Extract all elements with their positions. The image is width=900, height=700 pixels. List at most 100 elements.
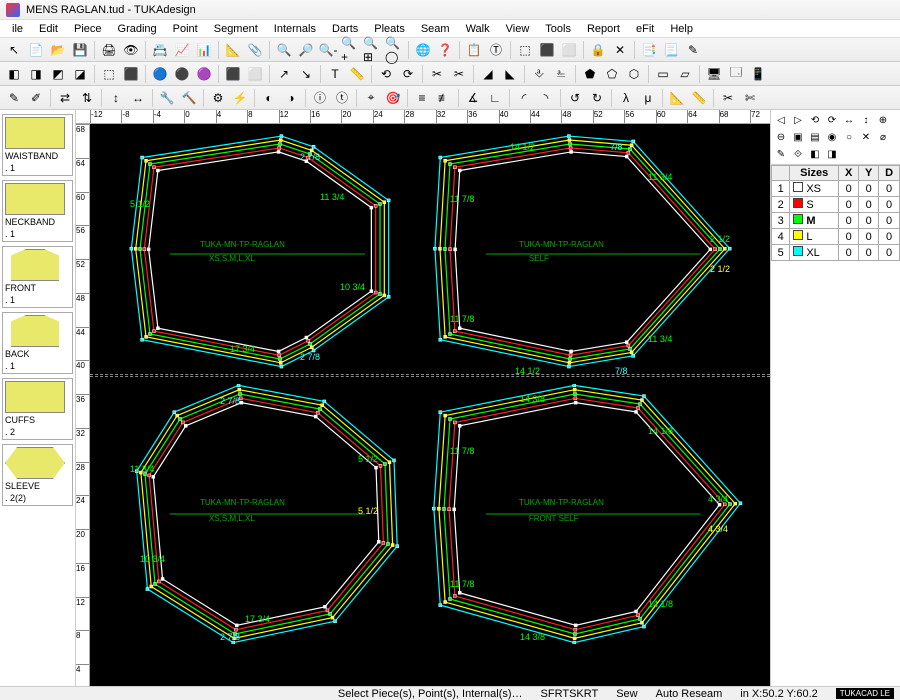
toolbar-button[interactable]: 📐 — [667, 88, 687, 108]
toolbar-button[interactable]: ⬜ — [245, 64, 265, 84]
toolbar-button[interactable]: 🔒 — [588, 40, 608, 60]
toolbar-button[interactable]: ↻ — [587, 88, 607, 108]
grade-tool[interactable]: ▣ — [790, 129, 806, 145]
toolbar-button[interactable]: ⟳ — [398, 64, 418, 84]
toolbar-button[interactable]: ⚫ — [172, 64, 192, 84]
toolbar-button[interactable]: 🖨 — [99, 40, 119, 60]
toolbar-button[interactable]: ⬜ — [559, 40, 579, 60]
toolbar-button[interactable]: ↔ — [128, 88, 148, 108]
menu-grading[interactable]: Grading — [110, 21, 165, 37]
toolbar-button[interactable]: ⌖ — [361, 88, 381, 108]
menu-point[interactable]: Point — [165, 21, 206, 37]
toolbar-button[interactable]: 🔵 — [150, 64, 170, 84]
menu-pleats[interactable]: Pleats — [366, 21, 413, 37]
toolbar-button[interactable]: 📈 — [172, 40, 192, 60]
size-row[interactable]: 3 M000 — [772, 213, 900, 229]
toolbar-button[interactable]: ↕ — [106, 88, 126, 108]
size-row[interactable]: 1 XS000 — [772, 181, 900, 197]
toolbar-button[interactable]: ⬡ — [624, 64, 644, 84]
toolbar-button[interactable]: ↖ — [4, 40, 24, 60]
menu-darts[interactable]: Darts — [324, 21, 366, 37]
toolbar-button[interactable]: ✕ — [610, 40, 630, 60]
grade-tool[interactable]: ◧ — [807, 146, 823, 162]
menu-seam[interactable]: Seam — [413, 21, 458, 37]
grade-tool[interactable]: ⊖ — [773, 129, 789, 145]
toolbar-button[interactable]: 📇 — [150, 40, 170, 60]
toolbar-button[interactable]: ✂ — [449, 64, 469, 84]
grade-tool[interactable]: ⟳ — [824, 112, 840, 128]
toolbar-button[interactable]: ✎ — [4, 88, 24, 108]
menu-segment[interactable]: Segment — [206, 21, 266, 37]
grade-tool[interactable]: ○ — [841, 129, 857, 145]
toolbar-button[interactable]: ◣ — [500, 64, 520, 84]
size-row[interactable]: 5 XL000 — [772, 245, 900, 261]
toolbar-button[interactable]: 🔍+ — [340, 40, 360, 60]
piece-cuffs[interactable]: CUFFS. 2 — [2, 378, 73, 440]
toolbar-button[interactable]: ⬛ — [121, 64, 141, 84]
grade-tool[interactable]: ⟲ — [807, 112, 823, 128]
size-grid[interactable]: SizesXYD1 XS0002 S0003 M0004 L0005 XL000 — [771, 165, 900, 261]
toolbar-button[interactable]: ▱ — [675, 64, 695, 84]
toolbar-button[interactable]: ⟲ — [376, 64, 396, 84]
toolbar-button[interactable]: 🌐 — [413, 40, 433, 60]
toolbar-button[interactable]: ◩ — [48, 64, 68, 84]
piece-neckband[interactable]: NECKBAND. 1 — [2, 180, 73, 242]
toolbar-button[interactable]: 📃 — [661, 40, 681, 60]
toolbar-button[interactable]: ✄ — [740, 88, 760, 108]
toolbar-button[interactable]: ▭ — [653, 64, 673, 84]
toolbar-button[interactable]: ⬚ — [99, 64, 119, 84]
toolbar-button[interactable]: ↗ — [274, 64, 294, 84]
size-row[interactable]: 2 S000 — [772, 197, 900, 213]
toolbar-button[interactable]: 🗔 — [726, 64, 746, 84]
toolbar-button[interactable]: ⬛ — [223, 64, 243, 84]
toolbar-button[interactable]: ⎀ — [529, 64, 549, 84]
toolbar-button[interactable]: 💾 — [70, 40, 90, 60]
toolbar-button[interactable]: ❓ — [435, 40, 455, 60]
pattern-back[interactable]: TUKA-MN-TP-RAGLANXS,S,M,L,XL2 7/85 1/211… — [110, 134, 410, 374]
toolbar-button[interactable]: 📊 — [194, 40, 214, 60]
toolbar-button[interactable]: ⬟ — [580, 64, 600, 84]
menu-report[interactable]: Report — [579, 21, 628, 37]
grade-tool[interactable]: ◁ — [773, 112, 789, 128]
piece-sleeve[interactable]: SLEEVE. 2(2) — [2, 444, 73, 506]
grade-tool[interactable]: ⌀ — [875, 129, 891, 145]
toolbar-button[interactable]: ◑ — [281, 88, 301, 108]
menu-efit[interactable]: eFit — [628, 21, 662, 37]
size-row[interactable]: 4 L000 — [772, 229, 900, 245]
toolbar-button[interactable]: ⬚ — [515, 40, 535, 60]
toolbar-button[interactable]: ◨ — [26, 64, 46, 84]
toolbar-button[interactable]: 🖥 — [704, 64, 724, 84]
grade-tool[interactable]: ◉ — [824, 129, 840, 145]
toolbar-button[interactable]: ◜ — [514, 88, 534, 108]
toolbar-button[interactable]: ✎ — [683, 40, 703, 60]
toolbar-button[interactable]: 📏 — [689, 88, 709, 108]
toolbar-button[interactable]: 📑 — [639, 40, 659, 60]
toolbar-button[interactable]: ↘ — [296, 64, 316, 84]
menu-help[interactable]: Help — [662, 21, 701, 37]
toolbar-button[interactable]: 🔍◯ — [384, 40, 404, 60]
toolbar-button[interactable]: ⬛ — [537, 40, 557, 60]
toolbar-button[interactable]: ◢ — [478, 64, 498, 84]
toolbar-button[interactable]: ≢ — [434, 88, 454, 108]
grade-tool[interactable]: ◨ — [824, 146, 840, 162]
toolbar-button[interactable]: ⓣ — [332, 88, 352, 108]
toolbar-button[interactable]: 🔎 — [296, 40, 316, 60]
menu-ile[interactable]: ile — [4, 21, 31, 37]
toolbar-button[interactable]: ⚡ — [230, 88, 250, 108]
menu-piece[interactable]: Piece — [66, 21, 110, 37]
menu-tools[interactable]: Tools — [537, 21, 579, 37]
pattern-front[interactable]: TUKA-MN-TP-RAGLANXS,S,M,L,XL2 7/811 3/45… — [110, 384, 410, 644]
toolbar-button[interactable]: 🔍 — [274, 40, 294, 60]
grade-tool[interactable]: ▷ — [790, 112, 806, 128]
menu-edit[interactable]: Edit — [31, 21, 66, 37]
toolbar-button[interactable]: 📏 — [347, 64, 367, 84]
grade-tool[interactable]: ⟐ — [790, 146, 806, 162]
toolbar-button[interactable]: Ⓣ — [486, 40, 506, 60]
toolbar-button[interactable]: ✂ — [718, 88, 738, 108]
menu-walk[interactable]: Walk — [458, 21, 498, 37]
toolbar-button[interactable]: ◧ — [4, 64, 24, 84]
piece-front[interactable]: FRONT. 1 — [2, 246, 73, 308]
menu-view[interactable]: View — [498, 21, 538, 37]
toolbar-button[interactable]: 🎯 — [383, 88, 403, 108]
drawing-canvas[interactable]: TUKA-MN-TP-RAGLANXS,S,M,L,XL2 7/85 1/211… — [90, 124, 770, 686]
